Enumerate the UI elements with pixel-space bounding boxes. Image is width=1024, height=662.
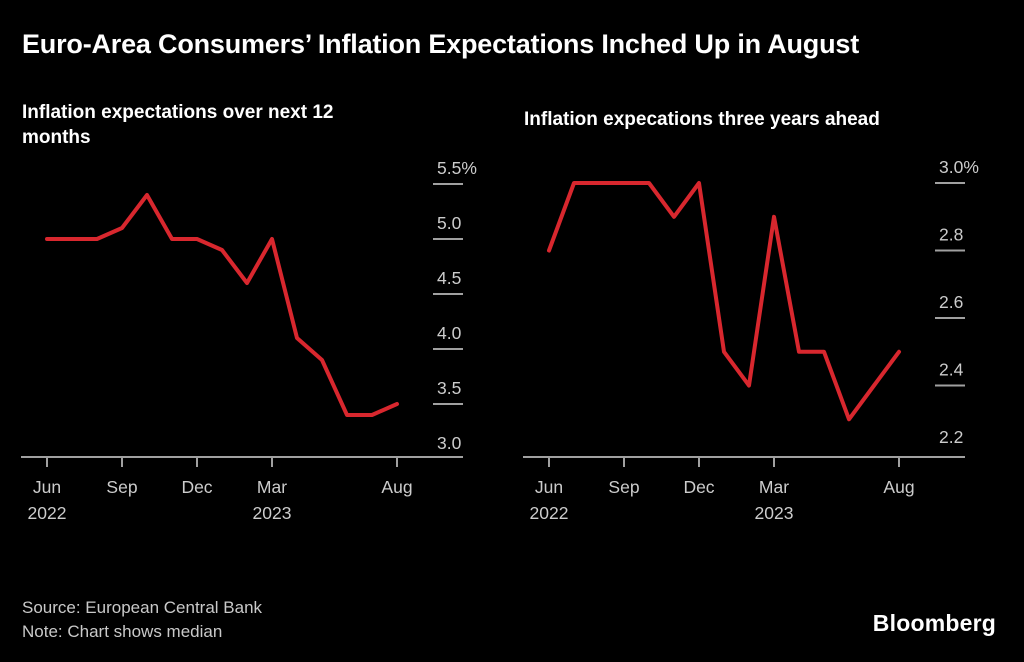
x-axis-label: Mar [759, 477, 789, 497]
y-axis-label: 3.0 [437, 433, 462, 453]
chart-left-subtitle-line1: Inflation expectations over next 12 [22, 102, 334, 123]
inflation-line [547, 181, 901, 422]
chart-right-subtitle: Inflation expecations three years ahead [524, 107, 984, 132]
y-axis-label: 5.0 [437, 213, 462, 233]
x-axis-year-label: 2023 [755, 503, 794, 523]
y-axis-label: 4.5 [437, 268, 461, 288]
y-axis-label: 5.5% [437, 158, 477, 178]
y-axis-label: 3.5 [437, 378, 461, 398]
y-axis-label: 4.0 [437, 323, 462, 343]
y-axis-label: 2.6 [939, 292, 963, 312]
y-axis-label: 3.0% [939, 157, 979, 177]
inflation-line [45, 193, 399, 417]
y-axis-label: 2.2 [939, 427, 963, 447]
bloomberg-logo: Bloomberg [872, 610, 996, 636]
y-axis-label: 2.4 [939, 360, 964, 380]
line-chart-three-years-ahead: 3.0% 2.8 2.6 2.4 2.2 Jun 2022 Sep Dec Mar 2023 Aug [523, 157, 979, 523]
chart-left-subtitle: Inflation expectations over next 12 mont… [22, 100, 452, 150]
x-axis-year-label: 2022 [530, 503, 569, 523]
y-axis-label: 2.8 [939, 225, 963, 245]
x-axis-label: Jun [535, 477, 563, 497]
x-axis-year-label: 2023 [253, 503, 292, 523]
chart-right-subtitle-line1: Inflation expecations three years ahead [524, 109, 880, 130]
chart-left-subtitle-line2: months [22, 127, 91, 148]
note-text: Note: Chart shows median [22, 622, 223, 641]
source-text: Source: European Central Bank [22, 598, 263, 617]
x-axis-label: Mar [257, 477, 287, 497]
x-axis-label: Dec [181, 477, 212, 497]
x-axis-label: Aug [381, 477, 412, 497]
page-title: Euro-Area Consumers’ Inflation Expectati… [22, 29, 860, 59]
x-axis-year-label: 2022 [28, 503, 67, 523]
line-chart-next-12-months: 5.5% 5.0 4.5 4.0 3.5 3.0 Jun 2022 Sep Dec Mar 2023 A… [21, 158, 477, 523]
footer-text-block: Source: European Central Bank Note: Char… [22, 596, 262, 644]
x-axis-label: Aug [883, 477, 914, 497]
x-axis-label: Sep [608, 477, 639, 497]
x-axis-label: Jun [33, 477, 61, 497]
x-axis-label: Sep [106, 477, 137, 497]
x-axis-label: Dec [683, 477, 714, 497]
